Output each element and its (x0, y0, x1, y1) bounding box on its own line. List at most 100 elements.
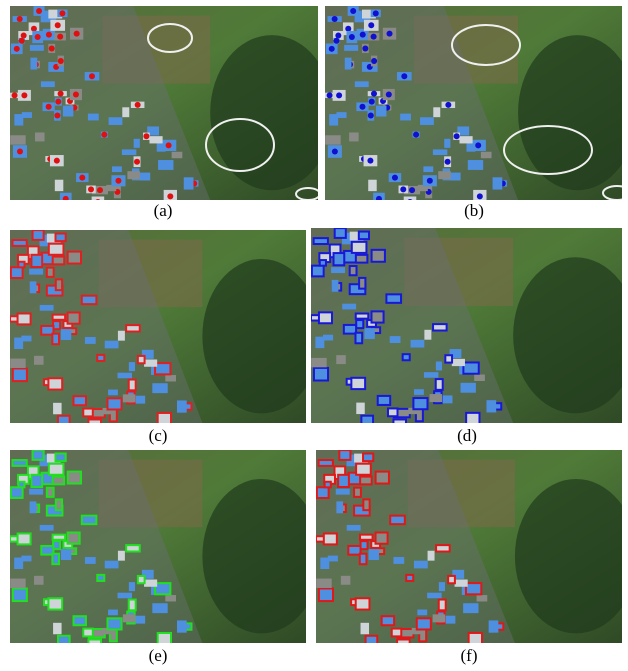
building (67, 471, 82, 484)
building (104, 340, 119, 349)
building (445, 355, 453, 363)
detection-outline (322, 532, 338, 546)
building (463, 362, 479, 374)
detection-outline (380, 615, 396, 627)
building (81, 515, 97, 525)
building (417, 609, 428, 616)
building (381, 616, 395, 626)
building (107, 618, 122, 630)
building (358, 231, 369, 240)
building (158, 160, 174, 170)
detection-outline (374, 531, 389, 545)
detection-point (101, 131, 108, 138)
building (468, 632, 482, 643)
building (144, 579, 158, 587)
detection-outline (370, 248, 386, 263)
detection-outline (51, 255, 66, 266)
building (444, 615, 456, 624)
building (83, 628, 93, 637)
detection-point (11, 92, 18, 99)
building (415, 408, 423, 422)
building (141, 569, 154, 579)
detection-outline (415, 617, 432, 631)
detection-outline (11, 459, 28, 467)
detection-outline (444, 354, 454, 364)
building (46, 487, 54, 497)
detection-point (407, 198, 413, 200)
detection-point (331, 16, 338, 23)
building (73, 396, 86, 406)
building (122, 614, 136, 623)
building (349, 132, 359, 142)
building (329, 244, 341, 258)
building (339, 450, 351, 460)
highlight-ellipse (295, 187, 318, 200)
building (348, 472, 361, 485)
building (14, 114, 24, 126)
building (128, 582, 136, 592)
detection-point (55, 98, 62, 105)
detection-outline (318, 259, 327, 267)
building (29, 501, 37, 514)
building (359, 553, 367, 565)
building (10, 316, 20, 322)
detection-outline (353, 486, 362, 498)
building (433, 324, 447, 331)
detection-point (475, 142, 482, 149)
detection-outline (56, 634, 71, 643)
detection-outline (125, 324, 141, 333)
building (320, 557, 330, 570)
detection-outline (31, 450, 45, 461)
detection-point (476, 193, 483, 200)
building (29, 488, 44, 495)
building (67, 532, 80, 544)
detection-outline (338, 450, 352, 461)
building (128, 599, 136, 611)
building (375, 471, 389, 484)
building (157, 632, 171, 643)
detection-outline (333, 228, 347, 239)
detection-outline (354, 597, 371, 611)
forest-patch (514, 478, 622, 634)
detection-outline (54, 452, 67, 463)
building (316, 487, 329, 498)
image-panel (10, 6, 318, 200)
detection-outline (127, 378, 137, 392)
forest-patch (513, 257, 622, 414)
building (427, 592, 442, 599)
detection-outline (136, 354, 146, 365)
building (10, 578, 26, 588)
building (155, 363, 171, 375)
building (67, 328, 77, 335)
building (333, 253, 345, 266)
building (12, 460, 27, 466)
building (449, 172, 461, 181)
detection-outline (354, 312, 370, 320)
building (408, 407, 419, 415)
detection-outline (47, 597, 64, 611)
building (52, 256, 65, 265)
forest-patch (518, 35, 622, 191)
building (128, 379, 136, 391)
field-patch (98, 239, 203, 308)
building (336, 112, 347, 118)
building (356, 320, 364, 329)
detection-outline (30, 253, 44, 269)
detection-outline (154, 582, 172, 596)
building (417, 184, 428, 192)
building (48, 9, 63, 19)
building (17, 313, 31, 325)
building (102, 407, 113, 415)
building (393, 557, 405, 564)
building (57, 415, 70, 423)
detection-point (57, 58, 64, 65)
building (393, 419, 406, 423)
building (423, 372, 439, 378)
building (411, 627, 422, 635)
building (122, 394, 136, 403)
detection-point (401, 73, 408, 80)
building (117, 330, 125, 341)
detection-outline (374, 470, 390, 485)
building (54, 179, 64, 192)
building (152, 603, 168, 614)
